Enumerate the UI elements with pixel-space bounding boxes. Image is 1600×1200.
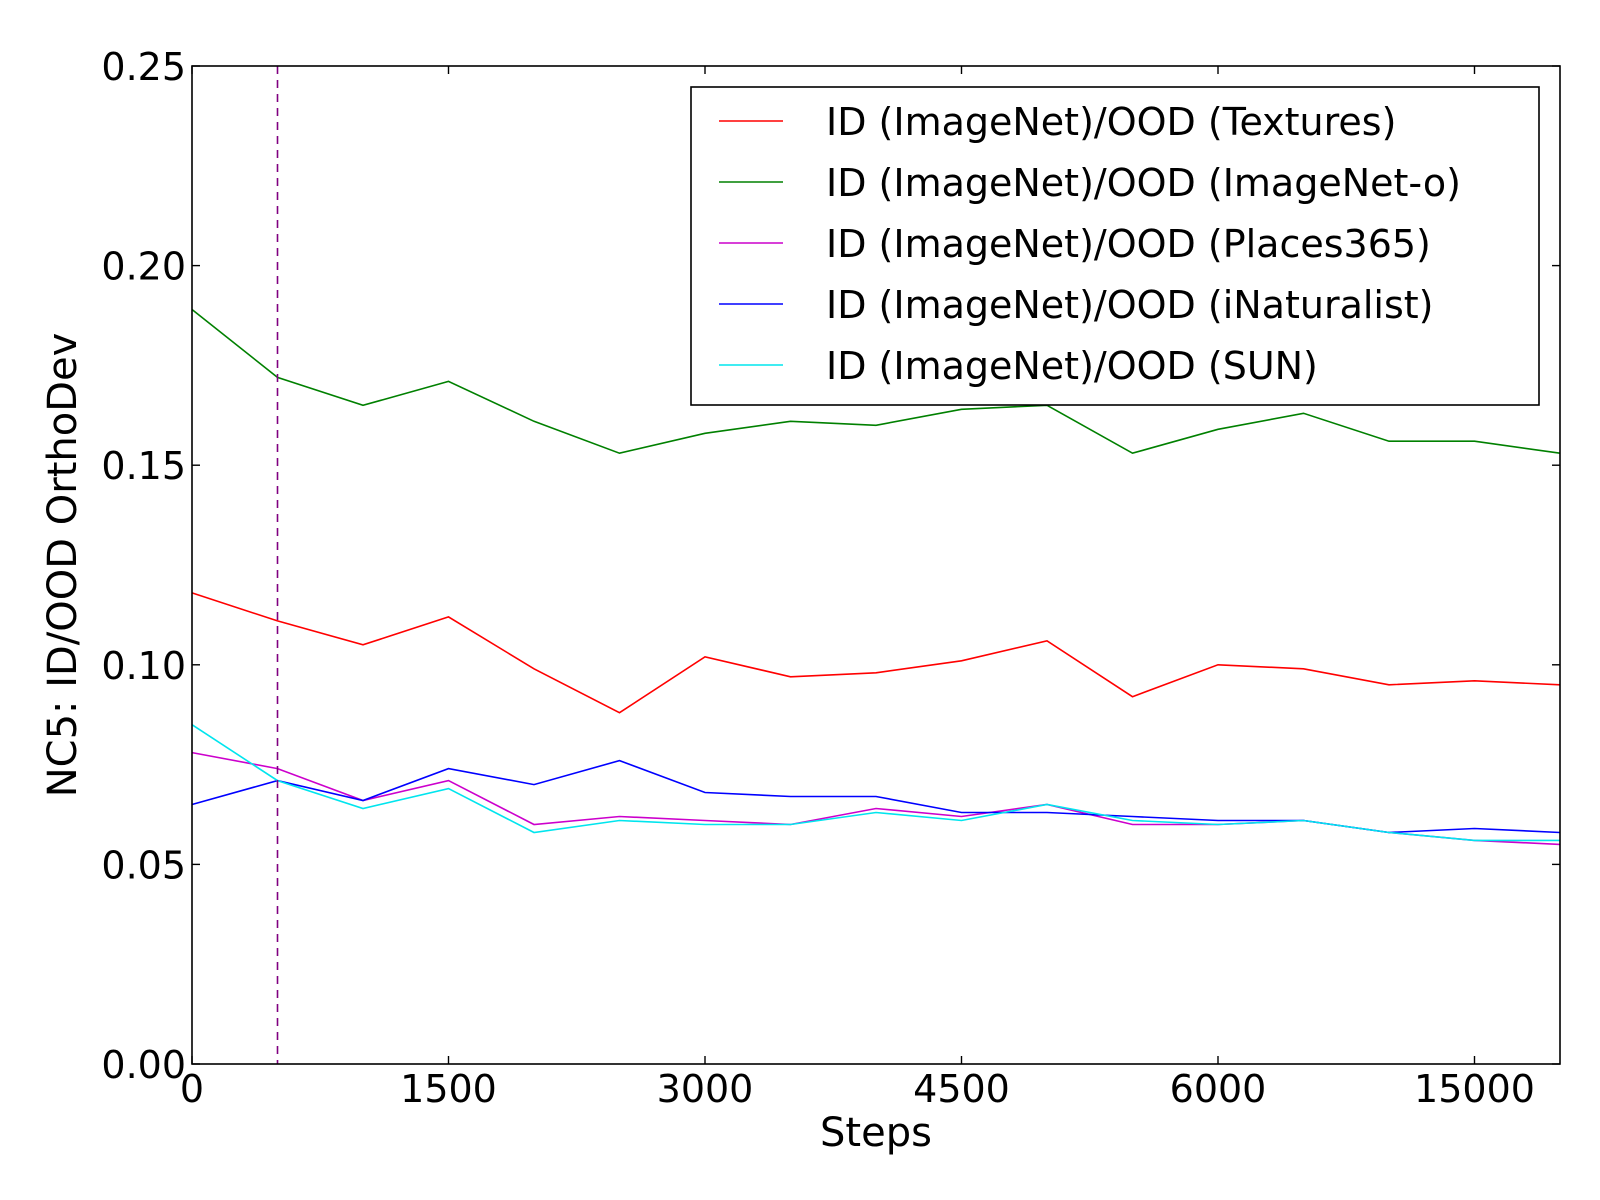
x-tick-label: 3000	[657, 1067, 754, 1111]
legend-label-1: ID (ImageNet)/OOD (Textures)	[826, 100, 1396, 144]
x-tick-label: 4500	[913, 1067, 1010, 1111]
legend-label-5: ID (ImageNet)/OOD (SUN)	[826, 344, 1318, 388]
legend-items: ID (ImageNet)/OOD (Textures) ID (ImageNet…	[719, 100, 1461, 388]
y-tick-label: 0.25	[101, 45, 186, 89]
x-axis-label: Steps	[820, 1110, 932, 1156]
series-line-2	[191, 308, 1561, 455]
legend: ID (ImageNet)/OOD (Textures) ID (ImageNet…	[690, 86, 1540, 406]
legend-label-2: ID (ImageNet)/OOD (ImageNet-o)	[826, 161, 1461, 205]
series-line-5	[191, 724, 1560, 842]
y-tick-label: 0.20	[101, 245, 186, 289]
x-tick-label: 15000	[1414, 1067, 1535, 1111]
y-axis-label: NC5: ID/OOD OrthoDev	[40, 333, 86, 798]
y-tick-label: 0.05	[101, 843, 186, 887]
x-tick-label: 1500	[400, 1067, 497, 1111]
legend-frame	[690, 86, 1540, 406]
plot-frame	[191, 65, 1561, 1065]
ticks-layer: 0.00 0.05 0.10 0.15 0.20 0.25 0 1500 3000 4500 600…	[101, 45, 1560, 1111]
y-tick-label: 0.00	[101, 1043, 186, 1087]
series-layer	[191, 308, 1561, 846]
legend-label-3: ID (ImageNet)/OOD (Places365)	[826, 222, 1431, 266]
x-tick-label: 0	[180, 1067, 204, 1111]
x-tick-label: 6000	[1170, 1067, 1267, 1111]
y-tick-label: 0.15	[101, 444, 186, 488]
series-line-1	[191, 592, 1561, 714]
legend-label-4: ID (ImageNet)/OOD (iNaturalist)	[826, 283, 1434, 327]
y-tick-label: 0.10	[101, 644, 186, 688]
